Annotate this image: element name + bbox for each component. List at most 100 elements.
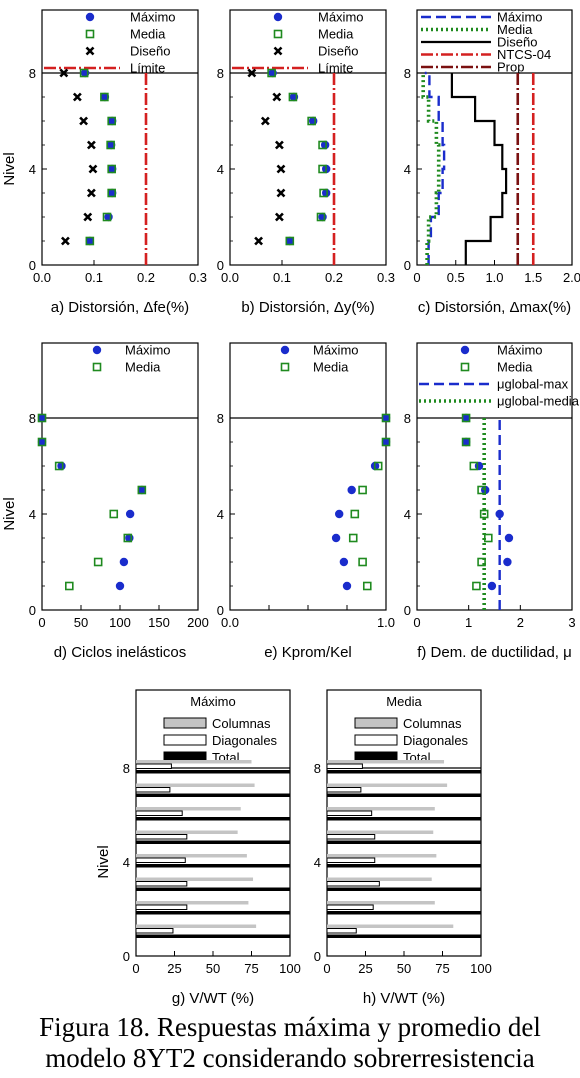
y-tick-label: 4 bbox=[123, 855, 130, 870]
data-point-dot bbox=[461, 413, 471, 423]
data-point-dot bbox=[322, 188, 331, 198]
bar-total bbox=[136, 911, 290, 915]
data-point-x bbox=[254, 236, 264, 246]
x-axis-label: g) V/WT (%) bbox=[172, 990, 254, 1007]
bar-columnas bbox=[327, 760, 445, 764]
legend-marker bbox=[85, 12, 95, 22]
bar-total bbox=[327, 864, 481, 868]
x-tick-label: 25 bbox=[167, 961, 181, 976]
data-point-square bbox=[358, 485, 367, 495]
data-point-square bbox=[469, 461, 479, 471]
x-axis-label: d) Ciclos inelásticos bbox=[54, 644, 187, 661]
data-point-square bbox=[107, 188, 116, 198]
bar-diagonales bbox=[326, 834, 376, 840]
chart-g: 0 25 50 75 100 0 4 8 g) V/WT (%) Nivel Máximo Colum… bbox=[95, 689, 301, 1007]
bar-diagonales bbox=[135, 904, 188, 910]
x-tick-label: 0 bbox=[38, 615, 45, 630]
y-tick-label: 8 bbox=[29, 411, 36, 426]
data-point-square bbox=[100, 92, 109, 102]
y-tick-label: 8 bbox=[123, 761, 130, 776]
x-tick-label: 2.0 bbox=[563, 270, 580, 285]
legend-label: Media bbox=[318, 27, 354, 42]
data-point-square bbox=[37, 437, 47, 447]
data-point-dot bbox=[108, 116, 117, 126]
bar-columnas bbox=[136, 760, 252, 764]
legend-marker bbox=[85, 29, 95, 39]
legend-label: Prop bbox=[497, 60, 524, 75]
data-point-square bbox=[85, 236, 95, 246]
legend-marker bbox=[85, 46, 95, 56]
bar-diagonales bbox=[326, 928, 357, 934]
bar-total bbox=[136, 770, 290, 774]
x-tick-label: 1.0 bbox=[485, 270, 503, 285]
legend-label: NTCS-04 bbox=[497, 47, 551, 62]
series-line bbox=[450, 73, 508, 265]
legend-label: Máximo bbox=[130, 10, 176, 25]
legend-marker bbox=[92, 345, 102, 355]
data-point-square bbox=[54, 461, 64, 471]
bar-diagonales bbox=[326, 787, 362, 793]
data-point-dot bbox=[57, 461, 66, 471]
legend-marker bbox=[92, 362, 102, 372]
chart-frame bbox=[41, 9, 199, 266]
chart-e: 0.0 1.0 0 4 8 e) Kprom/Kel Máximo Media bbox=[217, 342, 395, 661]
y-tick-label: 8 bbox=[217, 411, 224, 426]
x-tick-label: 0.0 bbox=[221, 615, 239, 630]
bar-total bbox=[136, 817, 290, 821]
data-point-square bbox=[307, 116, 316, 126]
bar-total bbox=[327, 887, 481, 891]
x-axis-label: a) Distorsión, Δfe(%) bbox=[51, 299, 189, 316]
y-tick-label: 0 bbox=[404, 603, 411, 618]
legend-label: μglobal-max bbox=[497, 377, 569, 392]
bar-columnas bbox=[327, 783, 448, 787]
bar-diagonales bbox=[135, 810, 183, 816]
y-axis-label: Nivel bbox=[95, 845, 112, 878]
bar-diagonales bbox=[135, 857, 186, 863]
bar-columnas bbox=[327, 877, 432, 881]
data-point-dot bbox=[108, 164, 117, 174]
y-tick-label: 0 bbox=[123, 949, 130, 964]
data-point-x bbox=[274, 212, 284, 222]
bar-diagonales bbox=[135, 787, 171, 793]
legend-label: Límite bbox=[318, 61, 353, 76]
data-point-dot bbox=[381, 437, 391, 447]
data-point-dot bbox=[339, 557, 349, 567]
data-point-square bbox=[461, 413, 471, 423]
data-point-square bbox=[350, 509, 360, 519]
bar-columnas bbox=[136, 807, 241, 811]
data-point-square bbox=[477, 557, 486, 567]
x-tick-label: 1.5 bbox=[524, 270, 542, 285]
data-point-square bbox=[102, 212, 112, 222]
x-tick-label: 0.2 bbox=[137, 270, 155, 285]
bar-total bbox=[136, 864, 290, 868]
data-point-dot bbox=[342, 581, 352, 591]
x-axis-label: c) Distorsión, Δmax(%) bbox=[418, 299, 571, 316]
chart-f: 0 1 2 3 0 4 8 f) Dem. de ductilidad, μ Máximo Med… bbox=[404, 342, 580, 661]
x-axis-label: e) Kprom/Kel bbox=[264, 644, 352, 661]
x-tick-label: 75 bbox=[244, 961, 258, 976]
data-point-dot bbox=[335, 509, 344, 519]
data-point-dot bbox=[504, 533, 514, 543]
x-tick-label: 0.1 bbox=[273, 270, 291, 285]
bar-total bbox=[327, 840, 481, 844]
bar-columnas bbox=[327, 924, 454, 928]
series-line bbox=[424, 71, 446, 265]
bar-total bbox=[136, 793, 290, 797]
legend-marker bbox=[280, 345, 290, 355]
data-point-dot bbox=[119, 557, 129, 567]
data-point-square bbox=[461, 437, 471, 447]
figure-caption: Figura 18. Respuestas máxima y promedio … bbox=[0, 1012, 580, 1074]
legend-swatch bbox=[163, 717, 207, 729]
legend-marker bbox=[273, 29, 283, 39]
legend-label: Columnas bbox=[212, 716, 271, 731]
data-point-square bbox=[37, 413, 47, 423]
x-tick-label: 50 bbox=[206, 961, 220, 976]
data-point-x bbox=[86, 188, 96, 198]
data-point-x bbox=[276, 164, 286, 174]
bar-total bbox=[327, 934, 481, 938]
data-point-dot bbox=[503, 557, 512, 567]
data-point-dot bbox=[487, 581, 497, 591]
chart-h: 0 25 50 75 100 0 4 8 h) V/WT (%) Media Columnas Dia… bbox=[314, 689, 492, 1007]
x-tick-label: 0.0 bbox=[33, 270, 51, 285]
legend-label: Límite bbox=[130, 61, 165, 76]
